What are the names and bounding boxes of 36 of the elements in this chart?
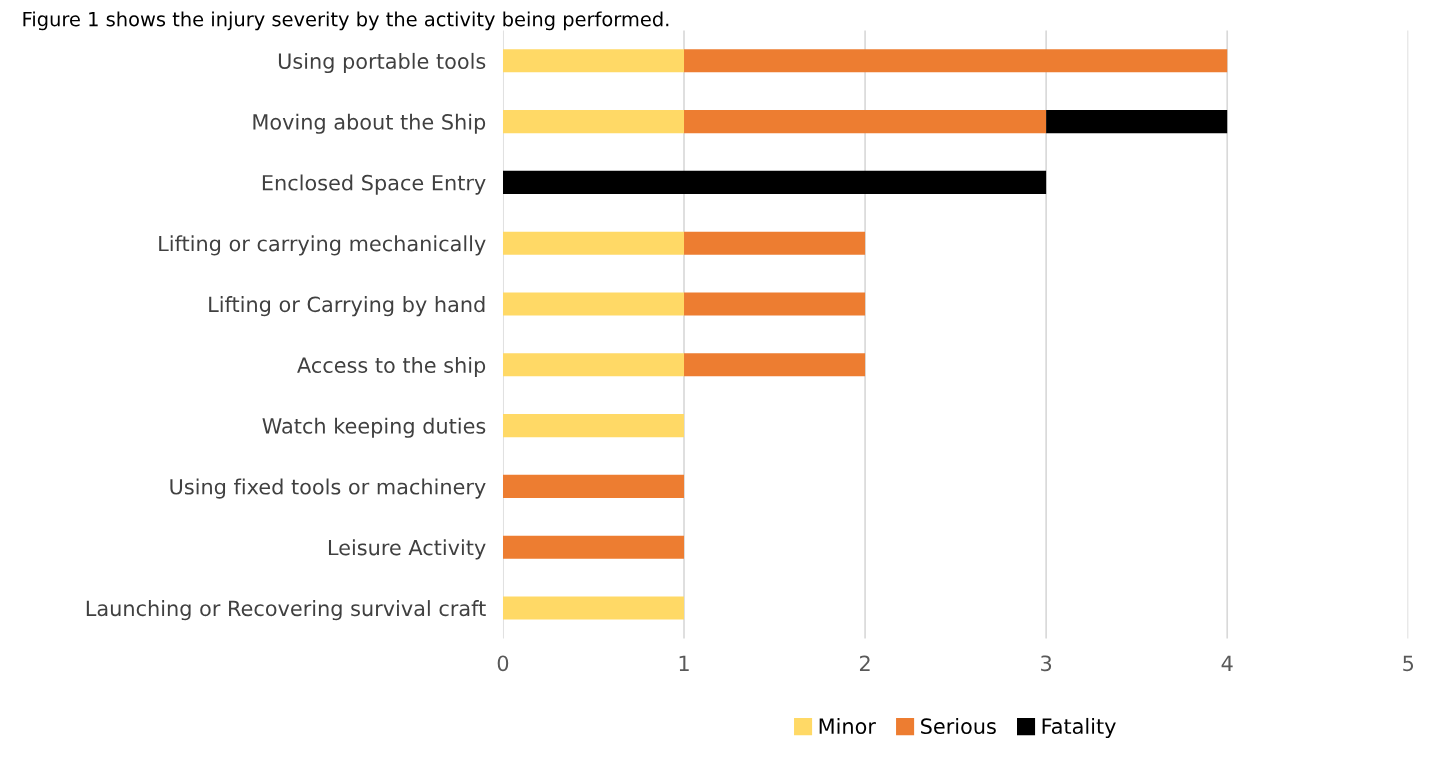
y-tick-label: Lifting or Carrying by hand: [209, 296, 485, 317]
y-tick-label: Moving about the Ship: [253, 113, 486, 134]
bar: [684, 353, 866, 377]
bar: [684, 110, 1047, 134]
x-tick-label: 0: [497, 655, 509, 672]
text: Figure 1 shows the injury severity by the activity being performed.: [23, 11, 669, 31]
bar: [502, 596, 685, 620]
bar: [502, 353, 685, 377]
bar: [502, 170, 1047, 194]
bar: [502, 292, 685, 316]
y-tick-label: Access to the ship: [297, 356, 486, 378]
y-tick-label: Launching or Recovering survival craft: [86, 600, 486, 621]
bar: [684, 231, 866, 255]
y-tick-label: Enclosed Space Entry: [262, 174, 486, 195]
y-tick-label: Using portable tools: [278, 52, 486, 74]
y-tick-label: Watch keeping duties: [262, 417, 486, 438]
bar: [502, 110, 685, 134]
bar: [1046, 110, 1228, 134]
bar: [502, 49, 685, 73]
x-tick-label: 2: [859, 655, 870, 671]
y-tick-label: Lifting or carrying mechanically: [159, 235, 486, 256]
bar: [502, 474, 685, 498]
legend-label: Minor: [819, 717, 876, 735]
bar: [684, 49, 1228, 73]
legend-label: Fatality: [1042, 717, 1116, 739]
bar: [502, 535, 685, 559]
bar: [684, 292, 866, 316]
bar: [502, 414, 685, 438]
x-tick-label: 3: [1041, 655, 1052, 672]
y-tick-label: Using fixed tools or machinery: [170, 478, 486, 499]
x-tick-label: 1: [679, 655, 689, 671]
legend-label: Serious: [921, 717, 996, 735]
bar: [502, 231, 685, 255]
y-tick-label: Leisure Activity: [328, 539, 486, 560]
x-tick-label: 5: [1403, 655, 1414, 672]
x-tick-label: 4: [1221, 655, 1233, 671]
